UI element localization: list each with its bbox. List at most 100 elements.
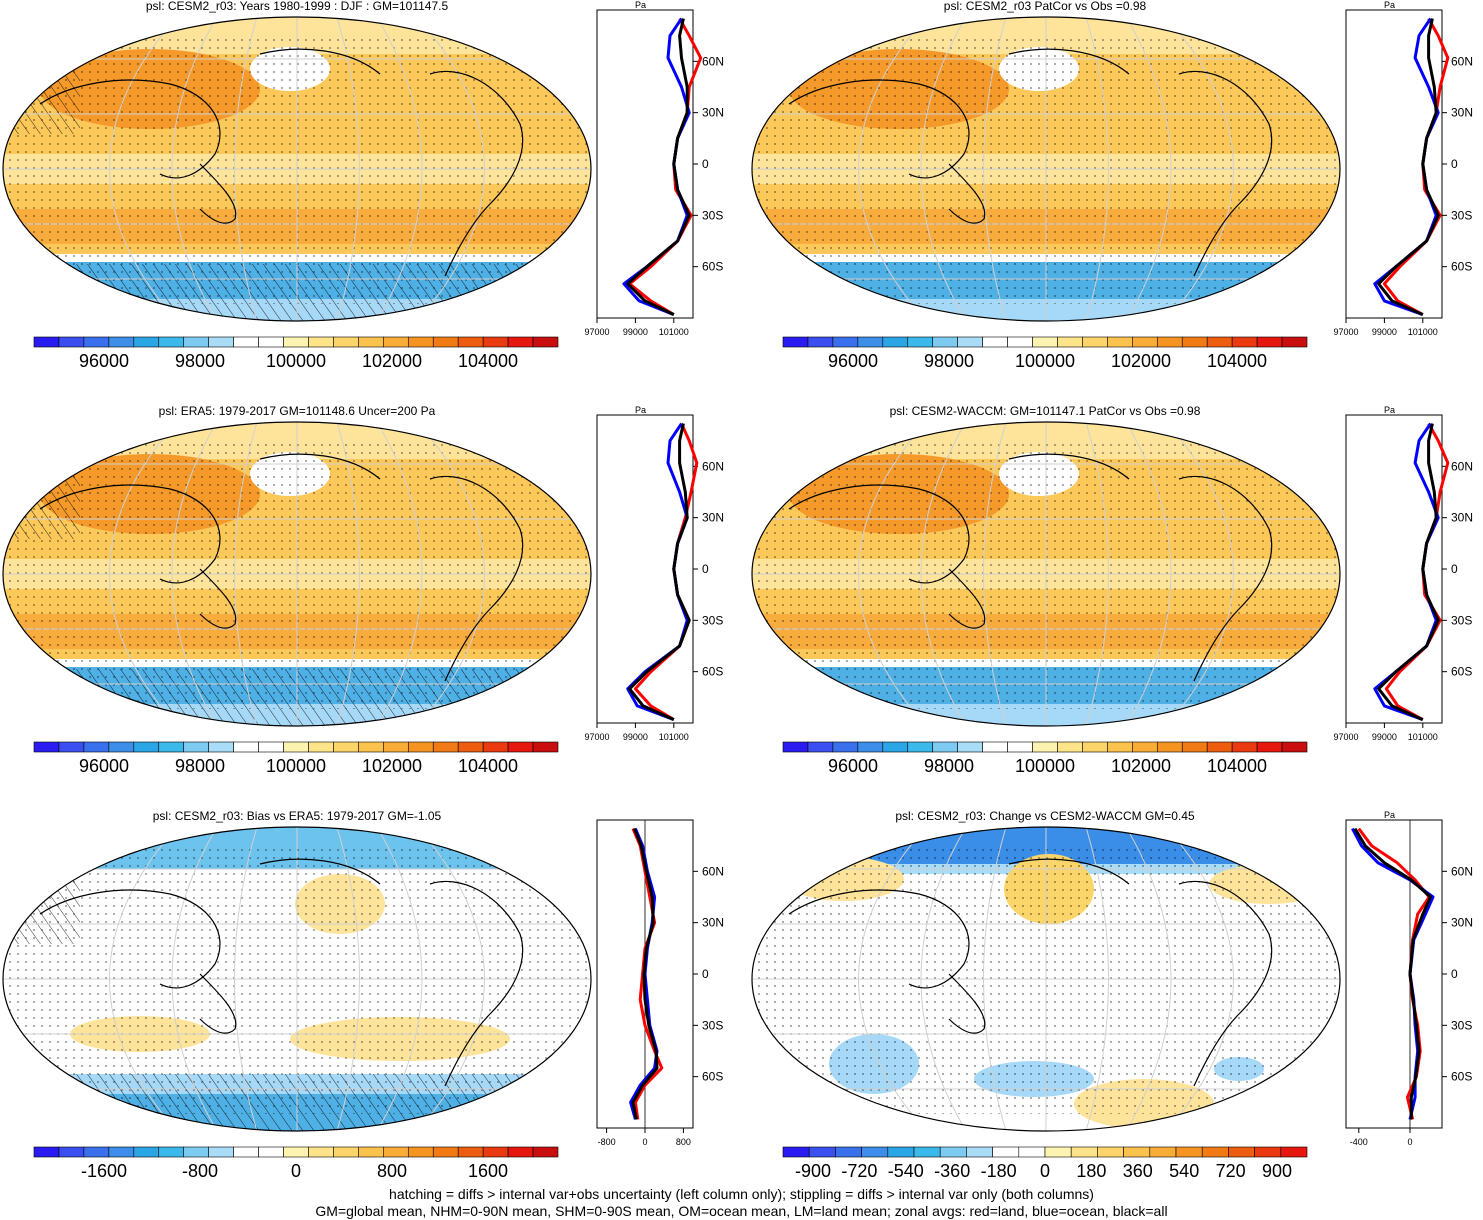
coastline: [1008, 453, 1130, 480]
colorbar-swatch: [183, 1146, 209, 1158]
colorbar-swatch: [932, 741, 958, 753]
colorbar-swatch: [939, 1146, 967, 1158]
colorbar-swatch: [58, 741, 85, 753]
colorbar-swatch: [283, 1146, 309, 1158]
colorbar-swatch: [133, 1146, 160, 1158]
colorbar-swatch: [258, 741, 284, 753]
colorbar-swatch: [1281, 741, 1308, 753]
map-outline: [751, 16, 1341, 322]
x-tick-label: 99000: [1372, 732, 1397, 742]
coastline: [39, 889, 221, 989]
colorbar-swatch: [1132, 336, 1158, 348]
lat-tick-label: 60N: [1451, 459, 1473, 473]
colorbar-4: 96000 98000 100000 102000 104000: [782, 741, 1308, 776]
colorbar-swatch: [1156, 741, 1183, 753]
colorbar-swatch: [1107, 336, 1133, 348]
colorbar-swatch: [258, 1146, 284, 1158]
coastline: [429, 880, 524, 1087]
colorbar-swatch: [83, 336, 110, 348]
colorbar-2: 96000 98000 100000 102000 104000: [782, 336, 1308, 371]
zonal-profile-1: Pa 60N 30N 0 30S 60S 97000 99000 101000: [584, 0, 724, 337]
colorbar-tick-label: 100000: [1015, 351, 1075, 371]
coastline: [429, 70, 524, 277]
colorbar-swatch: [1044, 1146, 1072, 1158]
lat-tick-label: 0: [702, 157, 709, 171]
zonal-land-line: [631, 828, 664, 1120]
colorbar-tick-label: -900: [795, 1161, 831, 1181]
zonal-all-line: [1353, 827, 1432, 1120]
colorbar-tick-label: 102000: [362, 756, 422, 776]
colorbar-tick-label: 104000: [1207, 351, 1267, 371]
lat-tick-label: 60N: [702, 54, 724, 68]
graticule-meridian: [983, 827, 1007, 1131]
colorbar-tick-label: 102000: [1111, 351, 1171, 371]
colorbar-swatch: [432, 1146, 459, 1158]
colorbar-swatch: [532, 336, 559, 348]
lat-tick-label: 0: [1451, 157, 1458, 171]
colorbar-swatch: [982, 741, 1008, 753]
map-outline: [2, 16, 592, 322]
colorbar-tick-label: 98000: [924, 351, 974, 371]
graticule-meridian: [920, 17, 967, 321]
colorbar-tick-label: -720: [841, 1161, 877, 1181]
colorbar-swatch: [482, 336, 509, 348]
colorbar-swatch: [1231, 336, 1258, 348]
zonal-ocean-line: [626, 422, 689, 722]
colorbar-swatch: [966, 1146, 993, 1158]
map-outline: [2, 421, 592, 727]
colorbar-swatch: [957, 336, 983, 348]
colorbar-swatch: [108, 1146, 135, 1158]
colorbar-tick-label: 0: [1040, 1161, 1050, 1181]
colorbar-swatch: [133, 336, 160, 348]
colorbar-tick-label: -540: [888, 1161, 924, 1181]
colorbar-swatch: [308, 741, 334, 753]
colorbar-tick-label: 104000: [1207, 756, 1267, 776]
coastline: [948, 568, 986, 629]
unit-label: Pa: [1384, 405, 1395, 415]
colorbar-swatch: [308, 1146, 334, 1158]
colorbar-swatch: [83, 1146, 110, 1158]
panel-title-1: psl: CESM2_r03: Years 1980-1999 : DJF : …: [145, 0, 449, 13]
hatching: [3, 54, 80, 134]
colorbar-tick-label: 0: [291, 1161, 301, 1181]
graticule-meridian: [858, 17, 927, 321]
lat-tick-label: 30N: [702, 916, 724, 930]
coastline: [788, 79, 970, 179]
colorbar-tick-label: 98000: [924, 756, 974, 776]
coastline: [948, 163, 986, 224]
colorbar-swatch: [882, 741, 909, 753]
colorbar-swatch: [358, 741, 384, 753]
lat-tick-label: 60S: [702, 1070, 723, 1084]
lat-tick-label: 30S: [1451, 613, 1472, 627]
panel-title-3: psl: ERA5: 1979-2017 GM=101148.6 Uncer=2…: [158, 404, 436, 418]
colorbar-swatch: [33, 336, 60, 348]
colorbar-swatch: [1206, 336, 1233, 348]
panel-title-4: psl: CESM2-WACCM: GM=101147.1 PatCor vs …: [889, 404, 1201, 418]
colorbar-tick-label: 100000: [1015, 756, 1075, 776]
colorbar-swatch: [283, 741, 309, 753]
x-tick-label: 101000: [659, 732, 689, 742]
graticule-meridian: [416, 422, 485, 726]
graticule-meridian: [858, 422, 927, 726]
x-tick-label: 97000: [584, 732, 609, 742]
colorbar-5: -1600 -800 0 800 1600: [33, 1146, 559, 1181]
colorbar-swatch: [1149, 1146, 1177, 1158]
lat-tick-label: 30S: [702, 1018, 723, 1032]
x-tick-label: 0: [1407, 1137, 1412, 1147]
graticule-meridian: [171, 827, 218, 1131]
colorbar-swatch: [1156, 336, 1183, 348]
graticule-meridian: [416, 827, 485, 1131]
panel-title-5: psl: CESM2_r03: Bias vs ERA5: 1979-2017 …: [152, 809, 442, 823]
x-tick-label: 99000: [1372, 327, 1397, 337]
coastline: [259, 453, 381, 480]
colorbar-swatch: [1181, 741, 1208, 753]
colorbar-swatch: [432, 741, 459, 753]
colorbar-swatch: [233, 741, 259, 753]
x-tick-label: 99000: [623, 327, 648, 337]
coastline: [429, 475, 524, 682]
colorbar-swatch: [808, 1146, 836, 1158]
graticule-meridian: [376, 827, 423, 1131]
zonal-profile-4: Pa 60N 30N 0 30S 60S 97000 99000 101000: [1333, 405, 1473, 742]
colorbar-tick-label: 104000: [458, 756, 518, 776]
x-tick-label: 101000: [659, 327, 689, 337]
